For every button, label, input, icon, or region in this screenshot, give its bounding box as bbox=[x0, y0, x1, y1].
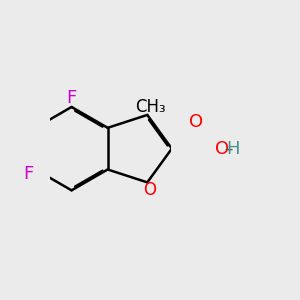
Text: F: F bbox=[66, 89, 77, 107]
Text: H: H bbox=[226, 140, 240, 158]
Text: O: O bbox=[189, 113, 203, 131]
Text: O: O bbox=[143, 181, 156, 199]
Text: CH₃: CH₃ bbox=[135, 98, 166, 116]
Text: –: – bbox=[224, 140, 232, 158]
Text: O: O bbox=[215, 140, 230, 158]
Text: F: F bbox=[23, 165, 33, 183]
